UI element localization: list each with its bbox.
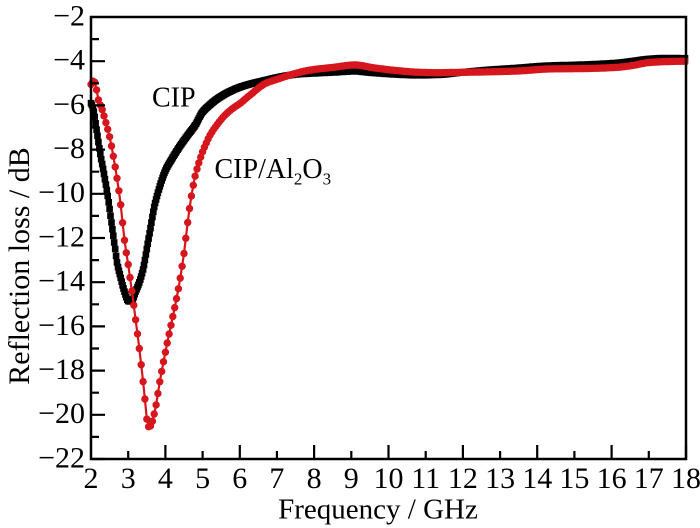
svg-text:−16: −16 [38, 309, 85, 342]
svg-text:−8: −8 [53, 132, 85, 165]
svg-text:4: 4 [158, 462, 173, 495]
svg-text:−18: −18 [38, 353, 85, 386]
svg-text:CIP/Al2O3: CIP/Al2O3 [215, 154, 332, 189]
svg-text:12: 12 [448, 462, 478, 495]
svg-text:15: 15 [559, 462, 589, 495]
svg-text:−14: −14 [38, 265, 85, 298]
svg-text:−12: −12 [38, 220, 85, 253]
svg-text:14: 14 [522, 462, 552, 495]
svg-text:16: 16 [597, 462, 627, 495]
svg-text:9: 9 [344, 462, 359, 495]
svg-text:−4: −4 [53, 44, 85, 77]
svg-text:2: 2 [84, 462, 99, 495]
svg-text:CIP: CIP [152, 83, 196, 114]
svg-text:11: 11 [411, 462, 440, 495]
svg-text:Frequency / GHz: Frequency / GHz [278, 494, 478, 526]
svg-text:17: 17 [634, 462, 664, 495]
svg-text:−2: −2 [53, 0, 85, 32]
svg-text:7: 7 [269, 462, 284, 495]
svg-text:8: 8 [307, 462, 322, 495]
svg-text:−10: −10 [38, 176, 85, 209]
svg-text:3: 3 [121, 462, 136, 495]
svg-text:−20: −20 [38, 397, 85, 430]
svg-text:−6: −6 [53, 88, 85, 121]
svg-text:10: 10 [374, 462, 404, 495]
svg-text:18: 18 [671, 462, 700, 495]
svg-text:Reflection loss / dB: Reflection loss / dB [3, 147, 36, 384]
svg-text:5: 5 [195, 462, 210, 495]
svg-text:13: 13 [485, 462, 515, 495]
svg-text:6: 6 [232, 462, 247, 495]
svg-text:−22: −22 [38, 441, 85, 474]
